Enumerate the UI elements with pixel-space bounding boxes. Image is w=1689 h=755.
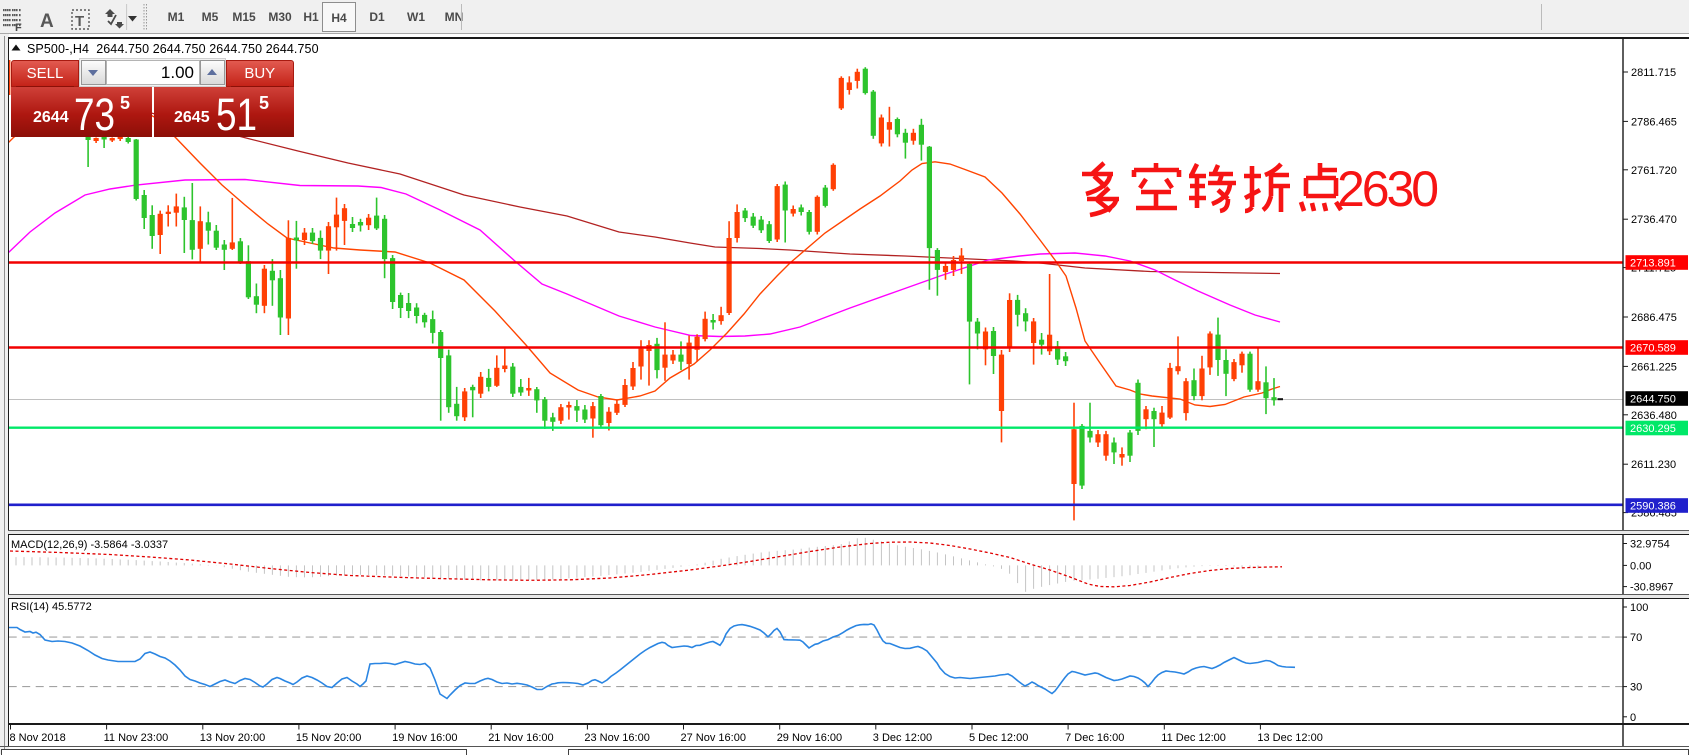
- svg-text:5 Dec 12:00: 5 Dec 12:00: [969, 732, 1028, 744]
- svg-text:8 Nov 2018: 8 Nov 2018: [10, 732, 66, 744]
- svg-text:13 Dec 12:00: 13 Dec 12:00: [1257, 732, 1322, 744]
- svg-text:2644.750: 2644.750: [1630, 394, 1676, 406]
- svg-text:13 Nov 20:00: 13 Nov 20:00: [200, 732, 265, 744]
- svg-text:30: 30: [1630, 682, 1642, 694]
- svg-text:11 Nov 23:00: 11 Nov 23:00: [104, 732, 169, 744]
- svg-text:F: F: [15, 22, 22, 34]
- svg-text:23 Nov 16:00: 23 Nov 16:00: [584, 732, 649, 744]
- svg-text:2630.295: 2630.295: [1630, 423, 1676, 435]
- svg-text:T: T: [75, 13, 84, 30]
- svg-text:15 Nov 20:00: 15 Nov 20:00: [296, 732, 361, 744]
- svg-text:21 Nov 16:00: 21 Nov 16:00: [488, 732, 553, 744]
- svg-text:11 Dec 12:00: 11 Dec 12:00: [1161, 732, 1226, 744]
- svg-text:29 Nov 16:00: 29 Nov 16:00: [777, 732, 842, 744]
- svg-text:2670.589: 2670.589: [1630, 343, 1676, 355]
- svg-text:70: 70: [1630, 632, 1642, 644]
- svg-text:2761.720: 2761.720: [1631, 165, 1677, 177]
- svg-text:27 Nov 16:00: 27 Nov 16:00: [681, 732, 746, 744]
- svg-text:0.00: 0.00: [1630, 560, 1651, 572]
- svg-text:2713.891: 2713.891: [1630, 258, 1676, 270]
- svg-text:2590.386: 2590.386: [1630, 501, 1676, 513]
- svg-text:0: 0: [1630, 712, 1636, 724]
- svg-text:3 Dec 12:00: 3 Dec 12:00: [873, 732, 932, 744]
- svg-text:32.9754: 32.9754: [1630, 539, 1670, 551]
- svg-text:2661.225: 2661.225: [1631, 361, 1677, 373]
- svg-text:2636.480: 2636.480: [1631, 410, 1677, 422]
- svg-text:2786.465: 2786.465: [1631, 116, 1677, 128]
- svg-text:2686.475: 2686.475: [1631, 312, 1677, 324]
- svg-text:2630: 2630: [1337, 161, 1439, 217]
- svg-text:2736.470: 2736.470: [1631, 214, 1677, 226]
- svg-text:A: A: [40, 11, 54, 32]
- svg-text:2811.715: 2811.715: [1631, 67, 1676, 79]
- svg-text:100: 100: [1630, 602, 1648, 614]
- svg-text:2611.230: 2611.230: [1631, 459, 1676, 471]
- svg-text:19 Nov 16:00: 19 Nov 16:00: [392, 732, 457, 744]
- svg-text:7 Dec 16:00: 7 Dec 16:00: [1065, 732, 1124, 744]
- svg-text:-30.8967: -30.8967: [1630, 582, 1673, 594]
